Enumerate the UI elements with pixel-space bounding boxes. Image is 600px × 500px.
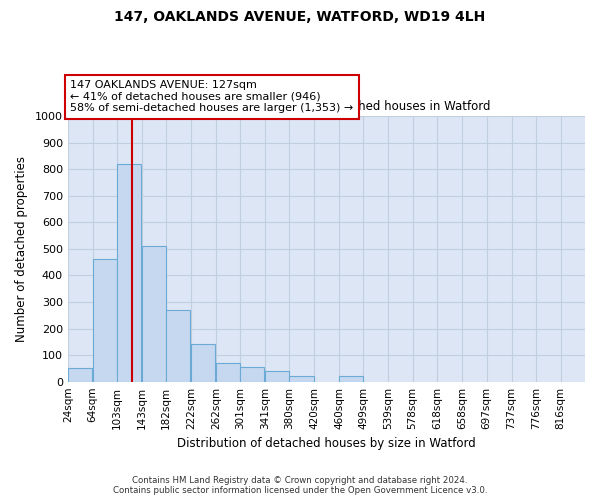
X-axis label: Distribution of detached houses by size in Watford: Distribution of detached houses by size … <box>177 437 476 450</box>
Bar <box>68 368 92 382</box>
Bar <box>166 310 190 382</box>
Bar <box>289 376 314 382</box>
Text: 147, OAKLANDS AVENUE, WATFORD, WD19 4LH: 147, OAKLANDS AVENUE, WATFORD, WD19 4LH <box>115 10 485 24</box>
Bar <box>191 344 215 382</box>
Text: Contains HM Land Registry data © Crown copyright and database right 2024.
Contai: Contains HM Land Registry data © Crown c… <box>113 476 487 495</box>
Bar <box>265 371 289 382</box>
Text: 147 OAKLANDS AVENUE: 127sqm
← 41% of detached houses are smaller (946)
58% of se: 147 OAKLANDS AVENUE: 127sqm ← 41% of det… <box>70 80 353 114</box>
Bar <box>142 246 166 382</box>
Title: Size of property relative to detached houses in Watford: Size of property relative to detached ho… <box>163 100 490 114</box>
Bar <box>117 164 141 382</box>
Bar <box>216 363 240 382</box>
Bar <box>339 376 364 382</box>
Bar <box>93 260 117 382</box>
Bar <box>240 367 265 382</box>
Y-axis label: Number of detached properties: Number of detached properties <box>15 156 28 342</box>
